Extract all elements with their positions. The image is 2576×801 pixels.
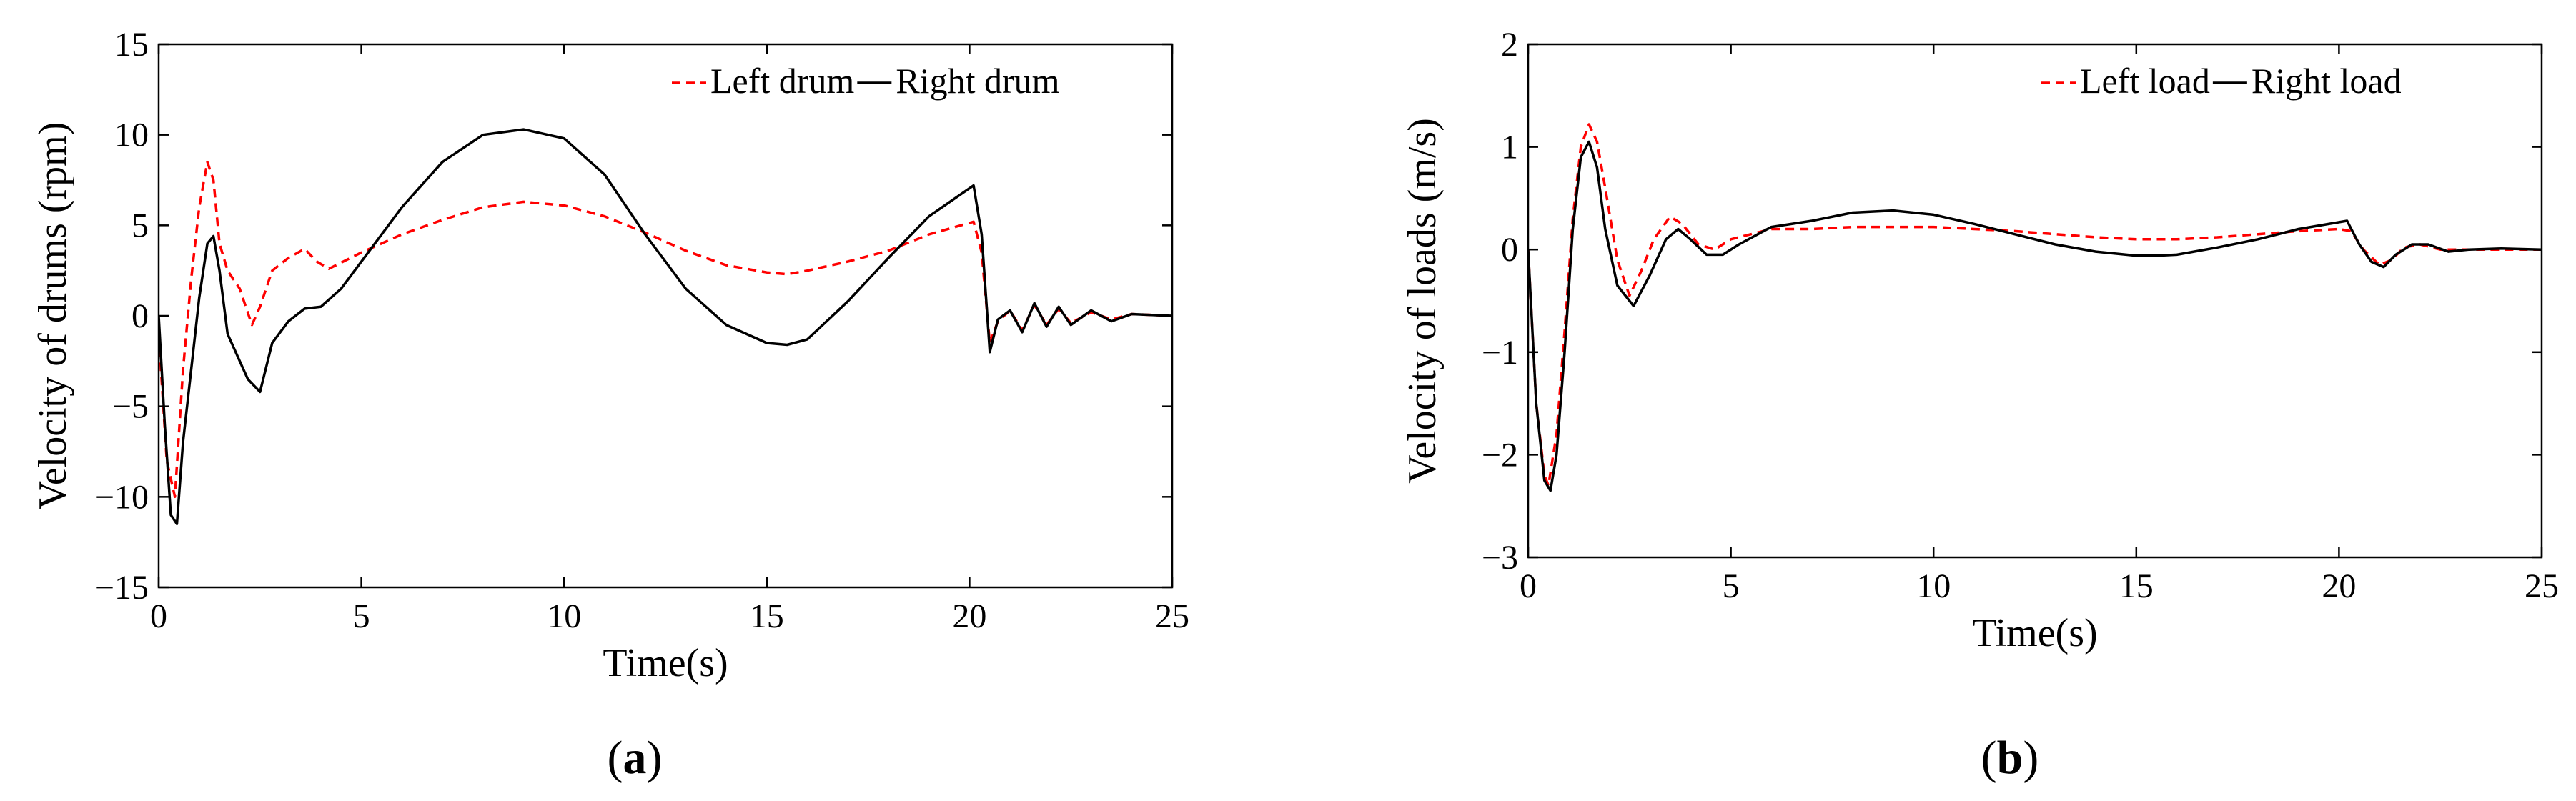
panel-label: (b) [1981,732,2039,784]
series-line-right-drum [159,128,1172,526]
x-tick-label: 20 [952,597,986,635]
x-tick-label: 25 [1155,597,1189,635]
legend-entry: Right drum [896,61,1059,101]
x-tick-label: 25 [2525,567,2559,605]
legend-entry: Left load [2080,61,2210,101]
y-tick-label: 5 [132,207,149,244]
plot-frame [157,43,1174,589]
y-tick-label: −15 [95,569,149,607]
chart-panel-a: 0 5 10 15 20 25 −15 −10 −5 0 5 10 15 Time(s) Velocity … [31,26,1189,784]
y-tick-label: −10 [95,478,149,516]
y-axis-label: Velocity of loads (m/s) [1400,118,1445,484]
legend: Left drum Right drum [672,61,1060,101]
x-tick-label: 0 [150,597,167,635]
series-line-left-load [1528,123,2542,487]
x-tick-label: 5 [353,597,370,635]
x-tick-label: 20 [2322,567,2356,605]
y-tick-label: 0 [1501,231,1518,269]
x-axis-label: Time(s) [1972,611,2097,655]
panel-label: (a) [608,732,663,784]
x-tick-label: 0 [1520,567,1537,605]
x-tick-label: 10 [1916,567,1951,605]
y-tick-label: 15 [114,26,149,64]
series-line-right-load [1528,140,2542,492]
y-tick-label: 10 [114,116,149,154]
y-tick-label: 0 [132,297,149,335]
x-axis-label: Time(s) [603,641,728,685]
series-line-left-drum [159,160,1172,499]
y-tick-label: −2 [1482,436,1518,474]
y-tick-label: −1 [1482,334,1518,372]
plot-frame [1527,43,2543,559]
x-tick-label: 10 [547,597,581,635]
legend-entry: Right load [2251,61,2402,101]
chart-panel-b: 0 5 10 15 20 25 −3 −2 −1 0 1 2 Time(s) Velocity of lo… [1400,26,2559,784]
x-tick-label: 15 [750,597,784,635]
y-axis-label: Velocity of drums (rpm) [31,122,75,510]
legend: Left load Right load [2041,61,2402,101]
y-tick-label: 1 [1501,129,1518,166]
legend-entry: Left drum [710,61,854,101]
y-tick-label: −3 [1482,539,1518,577]
x-tick-label: 5 [1723,567,1740,605]
y-tick-label: −5 [112,388,149,426]
y-tick-label: 2 [1501,26,1518,64]
x-tick-label: 15 [2119,567,2154,605]
